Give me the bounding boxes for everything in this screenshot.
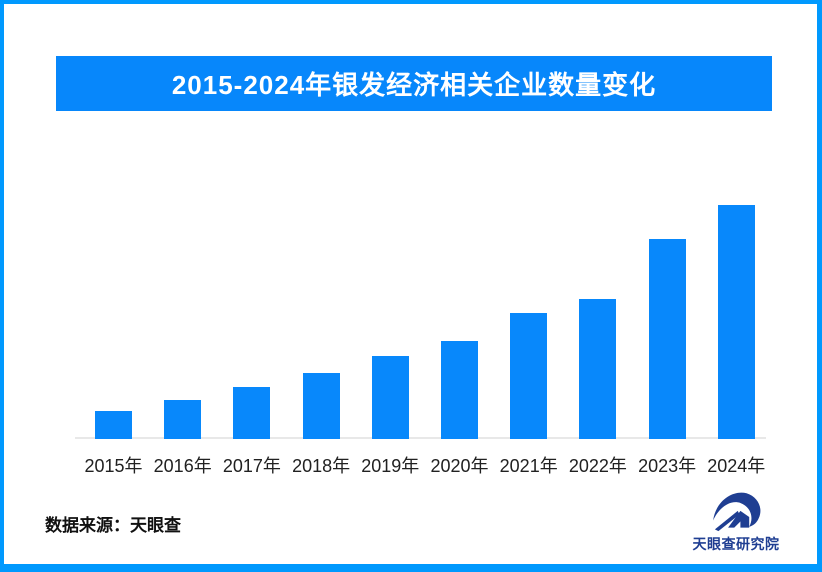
x-tick-label: 2018年 [292, 456, 351, 476]
bar-2018年 [302, 373, 340, 439]
bar-2020年 [441, 341, 478, 439]
x-tick-label: 2022年 [568, 456, 627, 476]
bar-2015年 [95, 411, 132, 439]
bar-2021年 [510, 313, 548, 439]
bar-2024年 [717, 205, 755, 439]
tianyancha-logo-text: 天眼查研究院 [692, 536, 780, 552]
bar-2016年 [164, 400, 202, 439]
bar-chart: 2015年 2016年 2017年 2018年 2019年 2020年 2021年 2022年… [75, 150, 767, 484]
bar-2017年 [233, 387, 271, 439]
chart-title: 2015-2024年银发经济相关企业数量变化 [171, 70, 657, 100]
x-tick-label: 2024年 [707, 456, 766, 476]
chart-title-banner: 2015-2024年银发经济相关企业数量变化 [56, 56, 772, 111]
tianyancha-logo: 天眼查研究院 [688, 488, 784, 554]
x-tick-label: 2023年 [638, 456, 697, 476]
bar-2023年 [648, 239, 686, 439]
x-tick-label: 2020年 [430, 456, 489, 476]
x-axis-line [75, 437, 766, 439]
x-tick-label: 2021年 [499, 456, 558, 476]
bar-2022年 [579, 299, 617, 439]
data-source-label: 数据来源：天眼查 [45, 516, 181, 535]
x-tick-label: 2016年 [153, 456, 212, 476]
bar-2019年 [371, 356, 409, 439]
x-tick-label: 2019年 [361, 456, 420, 476]
x-tick-label: 2015年 [84, 456, 143, 476]
x-tick-label: 2017年 [222, 456, 281, 476]
tianyancha-eagle-icon [713, 492, 761, 532]
